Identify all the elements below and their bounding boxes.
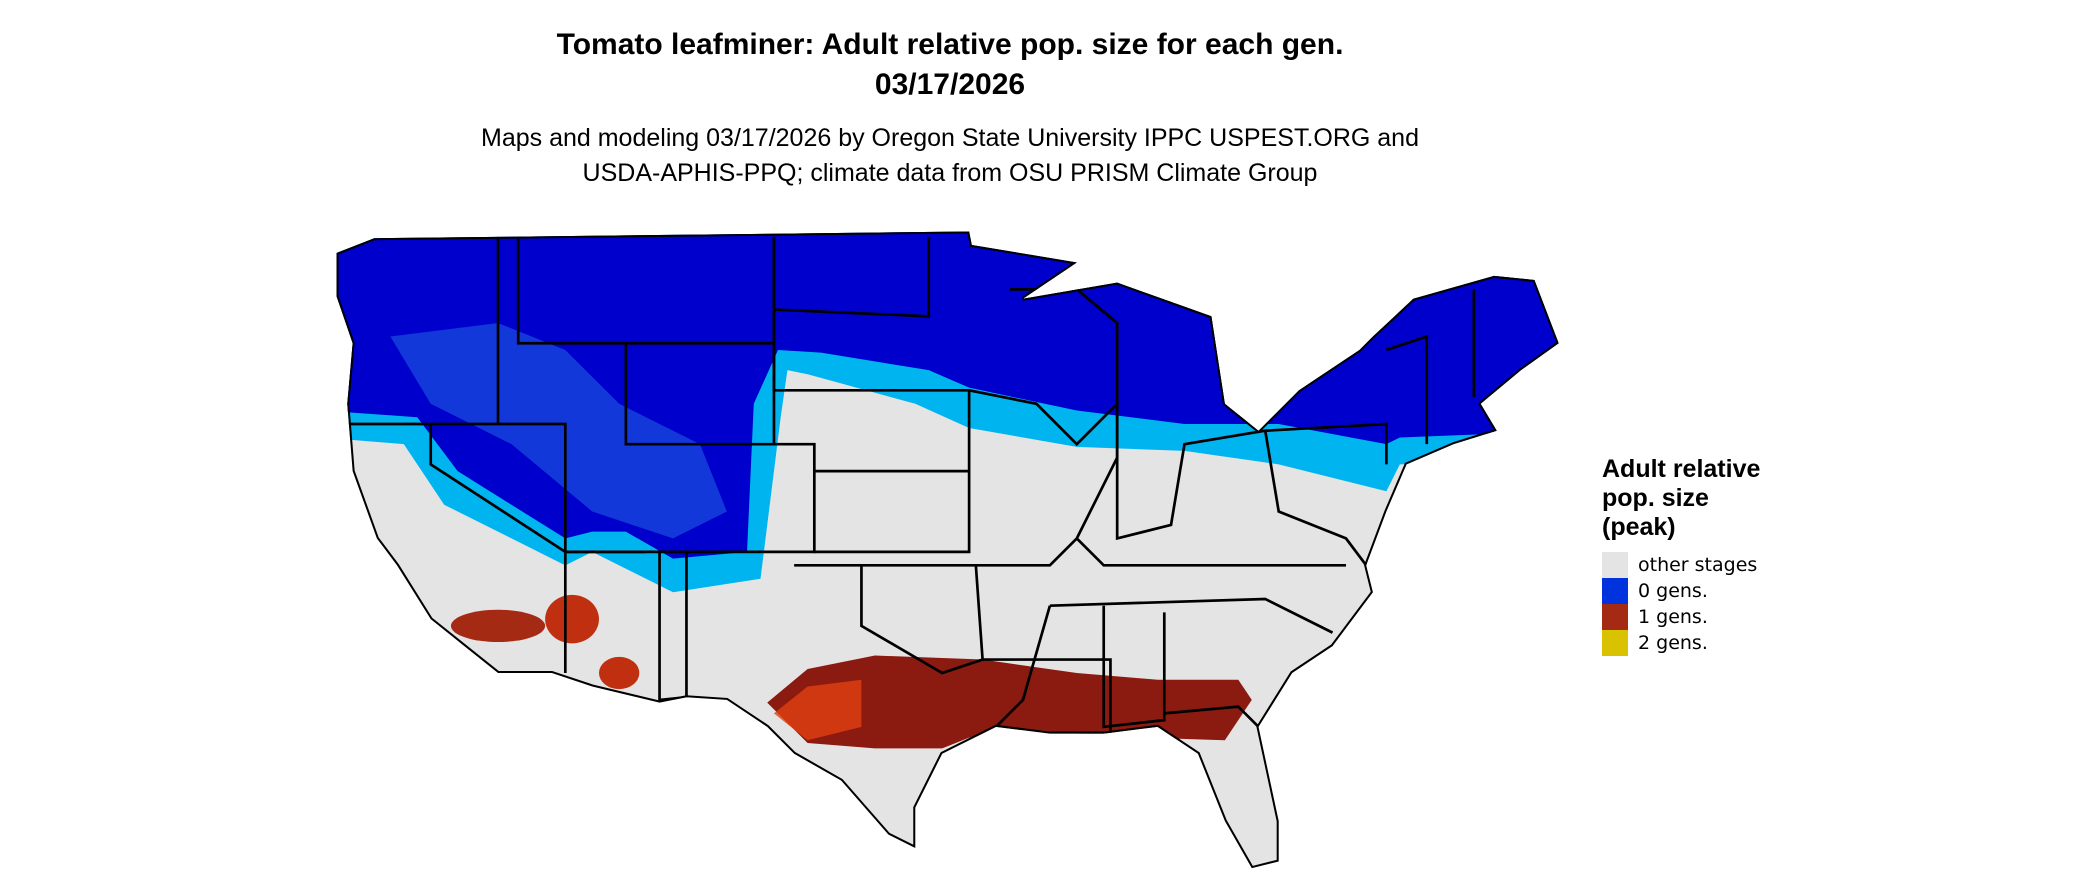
region-sw-red-3 xyxy=(598,656,640,690)
region-sw-red-2 xyxy=(545,594,599,644)
legend-item-0-gens: 0 gens. xyxy=(1602,578,1802,604)
region-mid-blue xyxy=(390,323,727,539)
legend-swatch xyxy=(1602,630,1628,656)
legend-item-other-stages: other stages xyxy=(1602,552,1802,578)
legend-label: 2 gens. xyxy=(1638,632,1708,654)
legend-title-line3: (peak) xyxy=(1602,513,1676,541)
state-boundaries xyxy=(347,236,1476,734)
region-orange-red xyxy=(773,679,862,741)
legend-item-1-gens: 1 gens. xyxy=(1602,604,1802,630)
map-title-line2: 03/17/2026 xyxy=(874,68,1026,101)
legend-item-2-gens: 2 gens. xyxy=(1602,630,1802,656)
map-subtitle-line2: USDA-APHIS-PPQ; climate data from OSU PR… xyxy=(582,159,1318,187)
legend-title: Adult relative pop. size (peak) xyxy=(1602,455,1802,542)
map-subtitle-line1: Maps and modeling 03/17/2026 by Oregon S… xyxy=(481,124,1419,152)
legend-title-line1: Adult relative xyxy=(1602,455,1761,483)
region-fl-yellow xyxy=(1238,866,1279,869)
legend-swatch xyxy=(1602,604,1628,630)
legend-label: 0 gens. xyxy=(1638,580,1708,602)
legend-label: 1 gens. xyxy=(1638,606,1708,628)
legend-label: other stages xyxy=(1638,554,1758,576)
region-sw-red-1 xyxy=(450,609,546,643)
legend-swatch xyxy=(1602,578,1628,604)
legend-swatch xyxy=(1602,552,1628,578)
legend: Adult relative pop. size (peak) other st… xyxy=(1602,455,1802,656)
map-title-line1: Tomato leafminer: Adult relative pop. si… xyxy=(556,28,1344,61)
legend-title-line2: pop. size xyxy=(1602,484,1709,512)
